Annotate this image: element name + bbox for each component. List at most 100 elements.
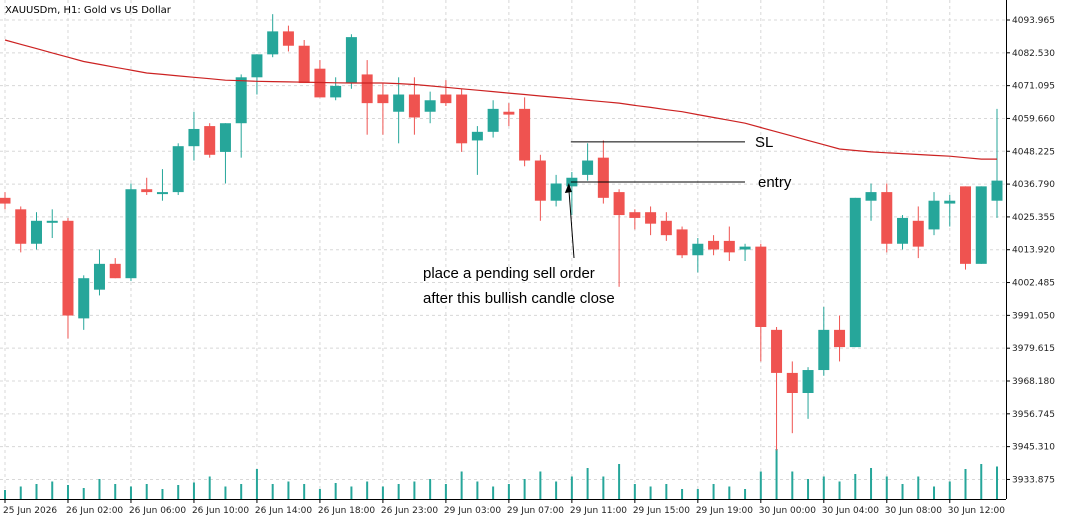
- candle: [834, 315, 846, 362]
- candle: [786, 361, 798, 434]
- x-tick-label: 30 Jun 08:00: [885, 506, 942, 516]
- candle-body: [188, 128, 200, 147]
- note-line-1: place a pending sell order: [423, 265, 595, 282]
- candle-body: [676, 229, 688, 256]
- candle: [30, 212, 42, 250]
- candle-body: [93, 263, 105, 290]
- candle-body: [471, 131, 483, 141]
- candle-body: [15, 209, 27, 244]
- candle-body: [393, 94, 405, 112]
- candle: [676, 226, 688, 259]
- candle: [408, 77, 420, 135]
- candle-body: [944, 200, 956, 204]
- y-tick-label: 3933.875: [1012, 475, 1055, 485]
- candle-body: [645, 212, 657, 224]
- candle-layer: [0, 14, 1003, 451]
- candle-body: [755, 246, 767, 327]
- candle-body: [172, 146, 184, 193]
- candle-body: [708, 240, 720, 250]
- candle-body: [834, 329, 846, 348]
- x-tick-label: 26 Jun 14:00: [255, 506, 312, 516]
- x-tick-label: 26 Jun 10:00: [192, 506, 249, 516]
- candle-body: [975, 186, 987, 264]
- candle: [519, 97, 531, 167]
- candle: [849, 197, 861, 348]
- candle-body: [78, 278, 90, 319]
- y-tick-label: 4059.660: [1012, 114, 1055, 124]
- candle-body: [881, 192, 893, 244]
- candle: [456, 88, 468, 152]
- candle-body: [960, 186, 972, 264]
- y-tick-label: 4071.095: [1012, 82, 1055, 92]
- candle: [109, 258, 121, 279]
- y-tick-label: 4036.790: [1012, 180, 1055, 190]
- sl-label: SL: [755, 134, 773, 151]
- candle: [944, 194, 956, 227]
- candle-body: [991, 180, 1003, 201]
- candle: [125, 183, 137, 282]
- moving-average-layer: [4, 39, 997, 160]
- candle: [471, 126, 483, 175]
- candle: [424, 91, 436, 124]
- candle: [78, 275, 90, 330]
- x-tick-label: 29 Jun 07:00: [507, 506, 564, 516]
- candle-body: [771, 329, 783, 373]
- candle-body: [456, 94, 468, 144]
- x-tick-label: 26 Jun 06:00: [129, 506, 186, 516]
- y-tick-label: 3968.180: [1012, 377, 1055, 387]
- candle: [912, 206, 924, 259]
- candle: [298, 39, 310, 84]
- entry-label: entry: [758, 174, 792, 191]
- candle: [235, 74, 247, 158]
- candle: [156, 169, 168, 201]
- candle: [377, 83, 389, 135]
- candle-body: [865, 192, 877, 201]
- candle-body: [739, 246, 751, 250]
- candle-body: [912, 220, 924, 247]
- candle-body: [219, 123, 231, 152]
- y-tick-label: 4082.530: [1012, 49, 1055, 59]
- candle: [46, 209, 58, 239]
- candle-body: [251, 54, 263, 78]
- candle-body: [440, 94, 452, 104]
- candle-body: [408, 94, 420, 118]
- y-tick-label: 4025.355: [1012, 213, 1055, 223]
- y-tick-label: 4002.485: [1012, 279, 1055, 289]
- candle-body: [928, 200, 940, 230]
- candle: [660, 212, 672, 241]
- candle-body: [534, 160, 546, 201]
- candle-body: [802, 370, 814, 393]
- candle-body: [156, 192, 168, 195]
- candle: [960, 186, 972, 270]
- candle-body: [46, 220, 58, 223]
- candle: [282, 25, 294, 52]
- candle: [93, 249, 105, 296]
- candle: [645, 206, 657, 236]
- candle-body: [282, 31, 294, 46]
- candle-body: [582, 160, 594, 175]
- candle: [865, 183, 877, 221]
- chart-title: XAUUSDm, H1: Gold vs US Dollar: [5, 5, 172, 16]
- candle-body: [849, 197, 861, 348]
- volume-layer: [4, 449, 998, 499]
- candle-body: [613, 192, 625, 216]
- x-tick-label: 25 Jun 2026: [3, 506, 57, 516]
- candle: [345, 34, 357, 89]
- candle: [739, 243, 751, 261]
- y-tick-label: 4013.920: [1012, 246, 1055, 256]
- candle: [723, 226, 735, 261]
- candle: [708, 235, 720, 256]
- candle-body: [786, 372, 798, 393]
- candle: [629, 209, 641, 230]
- candle-body: [660, 220, 672, 236]
- candle-body: [0, 197, 11, 204]
- candle-body: [204, 126, 216, 155]
- candle: [440, 80, 452, 106]
- candle-body: [550, 183, 562, 201]
- candle-body: [597, 157, 609, 198]
- x-tick-label: 30 Jun 12:00: [948, 506, 1005, 516]
- candle-body: [377, 94, 389, 104]
